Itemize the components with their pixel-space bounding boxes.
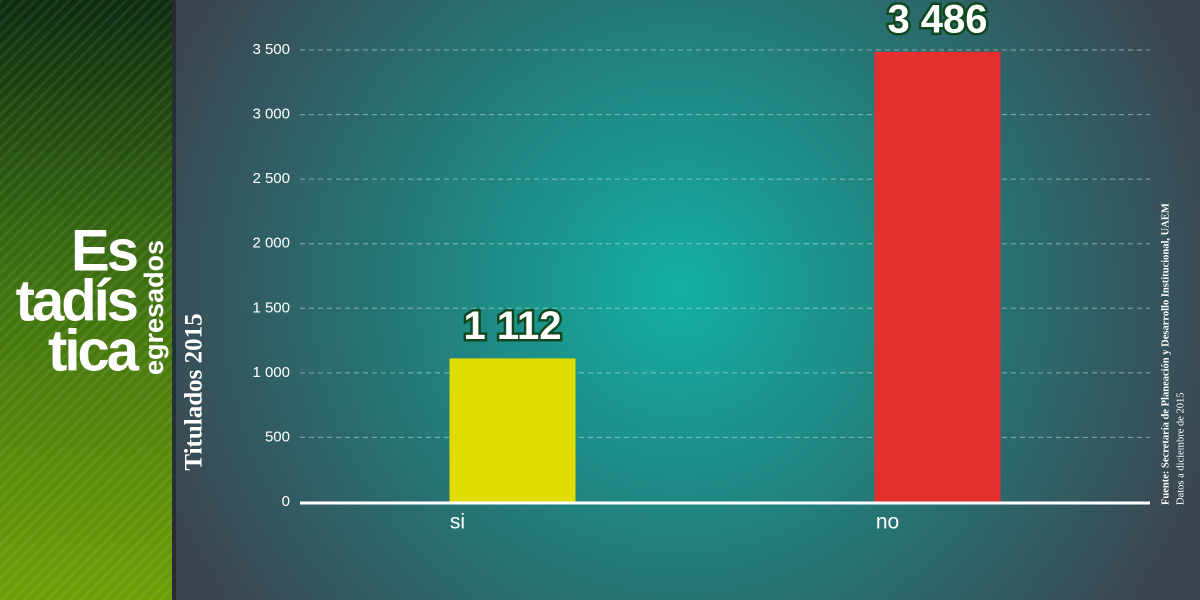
y-tick-label: 3 000 [252, 106, 290, 123]
side-subtitle: egresados [139, 240, 169, 375]
side-title: tadís [16, 268, 137, 333]
source-note: Fuente: Secretaría de Planeación y Desar… [1160, 203, 1171, 505]
y-tick-label: 1 500 [252, 299, 290, 316]
x-tick-label: no [876, 511, 899, 534]
side-title: tica [48, 318, 140, 383]
y-tick-label: 1 000 [252, 364, 290, 381]
value-label: 3 486 [887, 0, 987, 41]
side-stripes [0, 0, 172, 600]
x-tick-label: si [450, 511, 465, 534]
side-shadow [172, 0, 176, 600]
source-note: Datos a diciembre de 2015 [1175, 392, 1186, 505]
side-title: Es [71, 218, 137, 283]
y-tick-label: 500 [265, 428, 290, 445]
y-axis-label: Titulados 2015 [181, 313, 208, 470]
value-label: 1 112 [464, 304, 562, 348]
y-tick-label: 3 500 [252, 41, 290, 58]
y-tick-label: 0 [282, 493, 290, 510]
bar [874, 51, 1001, 503]
bar [449, 358, 576, 502]
y-tick-label: 2 000 [252, 235, 290, 252]
y-tick-label: 2 500 [252, 170, 290, 187]
